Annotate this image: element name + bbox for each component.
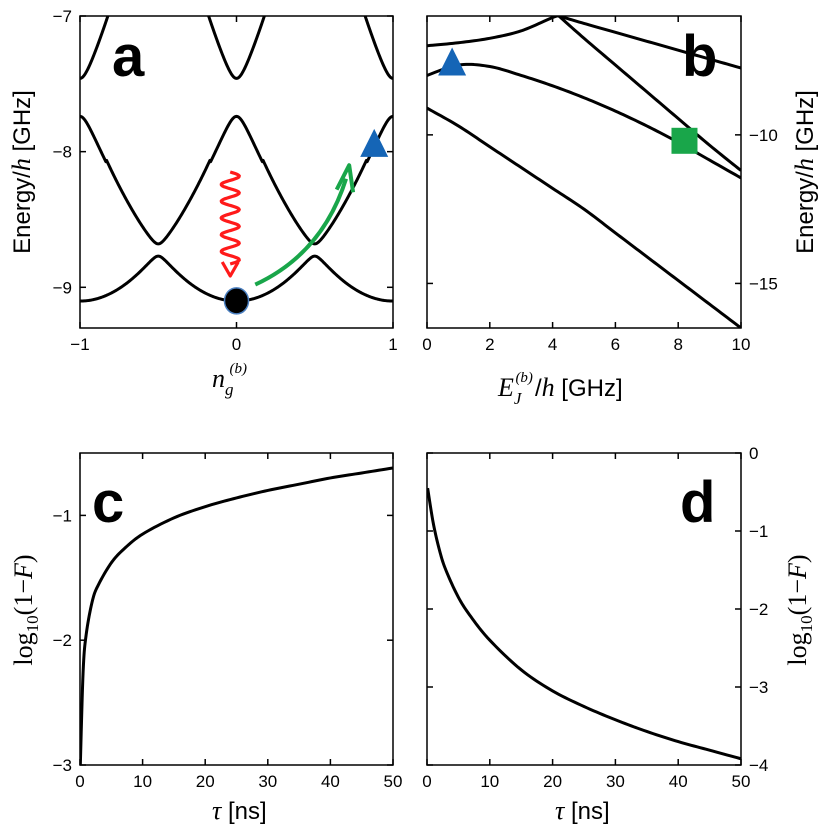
panel-b-xtick-label: 0	[422, 335, 431, 354]
panel-c-xtick-label: 20	[196, 772, 215, 791]
panel-c-xtick-label: 30	[258, 772, 277, 791]
panel-d-ylabel: log10(1−F)	[783, 554, 816, 665]
panel-a-band-2	[80, 16, 393, 80]
panel-c-letter: c	[92, 470, 124, 535]
panel-c-xtick-label: 0	[75, 772, 84, 791]
panel-c-ytick-label: −2	[53, 631, 72, 650]
panel-b: 0 2 4 6 8 10 −15 −10 b Energy/h [GHz] EJ(b)/h […	[422, 15, 819, 408]
panel-d-ytick-label: −4	[749, 756, 768, 775]
panel-b-xtick-label: 6	[611, 335, 620, 354]
panel-d-xtick-label: 10	[480, 772, 499, 791]
panel-a-ytick-label: −8	[53, 143, 72, 162]
photon-wave	[219, 170, 241, 266]
panel-d-xtick-label: 50	[732, 772, 751, 791]
panel-c: 0 10 20 30 40 50 −3 −2 −1 c log10(1−F) τ [ns]	[9, 452, 403, 825]
panel-a-ylabel: Energy/h [GHz]	[7, 90, 36, 254]
panel-a-ytick-label: −9	[53, 278, 72, 297]
panel-d-ytick-label: −1	[749, 522, 768, 541]
excited-triangle	[360, 128, 389, 157]
panel-b-level-3	[557, 16, 741, 172]
panel-c-frame	[79, 452, 394, 766]
panel-b-level-4	[558, 16, 741, 70]
panel-b-xtick-label: 10	[732, 335, 751, 354]
panel-b-ytick-label: −10	[749, 126, 778, 145]
panel-a-annotations	[219, 128, 389, 315]
panel-a: −1 0 1 −9 −8 −7 a Energy/h [GHz] ng(b)	[7, 7, 398, 399]
panel-a-xtick-label: 0	[232, 335, 241, 354]
panel-d-infidelity	[427, 487, 741, 761]
panel-a-xtick-label: −1	[70, 335, 89, 354]
panel-b-xtick-label: 2	[485, 335, 494, 354]
panel-b-xlabel: EJ(b)/h [GHz]	[497, 370, 623, 408]
panel-b-frame	[426, 15, 742, 329]
triangle-marker	[438, 47, 467, 76]
square-marker	[671, 127, 698, 154]
panel-c-curves	[80, 466, 393, 765]
panel-c-ylabel: log10(1−F)	[9, 554, 42, 665]
panel-d-xlabel: τ [ns]	[555, 796, 610, 825]
panel-a-xtick-label: 1	[388, 335, 397, 354]
panel-b-ytick-label: −15	[749, 274, 778, 293]
panel-b-level-2	[427, 16, 561, 48]
panel-d-letter: d	[680, 470, 715, 535]
panel-c-ytick-label: −1	[53, 506, 72, 525]
panel-a-xlabel: ng(b)	[212, 361, 247, 399]
panel-c-xtick-label: 50	[384, 772, 403, 791]
panel-c-xtick-label: 40	[321, 772, 340, 791]
panel-d-xtick-label: 30	[606, 772, 625, 791]
photon-wave-arrowhead	[220, 261, 240, 278]
panel-d-curves	[427, 487, 741, 761]
panel-b-ticks: 0 2 4 6 8 10 −15 −10	[422, 16, 778, 354]
panel-b-letter: b	[682, 24, 717, 89]
panel-c-infidelity	[80, 466, 393, 765]
panel-d-xtick-label: 40	[669, 772, 688, 791]
panel-a-ytick-label: −7	[53, 7, 72, 26]
panel-c-xlabel: τ [ns]	[212, 796, 267, 825]
transition-arrow-head	[334, 163, 356, 193]
panel-a-band-1	[80, 114, 393, 246]
panel-d-xtick-label: 20	[543, 772, 562, 791]
transition-arrow	[254, 178, 348, 287]
panel-d-ytick-label: −2	[749, 600, 768, 619]
panel-d-ytick-label: −3	[749, 678, 768, 697]
panel-b-level-0	[427, 106, 741, 328]
panel-b-ylabel: Energy/h [GHz]	[790, 90, 819, 254]
panel-c-ytick-label: −3	[53, 756, 72, 775]
panel-a-letter: a	[112, 24, 145, 89]
panel-b-xtick-label: 4	[548, 335, 557, 354]
panel-d-ticks: 0 10 20 30 40 50−4 −3 −2 −1 0	[422, 444, 768, 791]
panel-d-ytick-label: 0	[749, 444, 758, 463]
panel-c-xtick-label: 10	[133, 772, 152, 791]
panel-c-ticks: 0 10 20 30 40 50 −3 −2 −1	[53, 453, 403, 791]
panel-b-markers	[438, 47, 698, 154]
panel-b-xtick-label: 8	[673, 335, 682, 354]
ground-state-circle	[223, 287, 250, 315]
panel-a-ticks: −1 0 1 −9 −8 −7	[53, 7, 398, 354]
panel-d: 0 10 20 30 40 50−4 −3 −2 −1 0 d log10(1−F) τ [ns]	[422, 444, 816, 825]
panel-d-xtick-label: 0	[422, 772, 431, 791]
